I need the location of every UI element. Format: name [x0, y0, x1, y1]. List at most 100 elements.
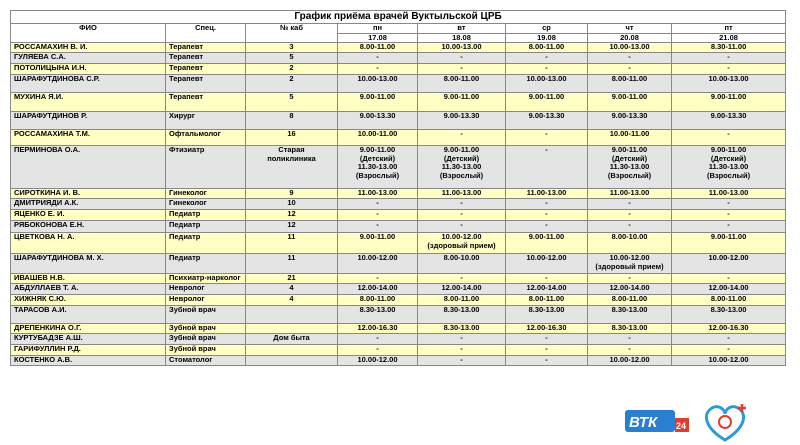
- title: График приёма врачей Вуктыльской ЦРБ: [9, 10, 787, 24]
- schedule: 9.00-13.30: [505, 111, 588, 130]
- schedule: -: [417, 220, 506, 233]
- doctor-name: ГУЛЯЕВА С.А.: [10, 52, 166, 64]
- specialty: Педиатр: [165, 253, 246, 274]
- schedule: -: [505, 63, 588, 75]
- schedule: -: [670, 273, 787, 284]
- schedule: 8.00-10.00: [417, 253, 506, 274]
- row: КУРТУБАДЗЕ А.Ш. Зубной врач Дом быта - - - - -: [10, 333, 787, 345]
- schedule: -: [670, 209, 787, 221]
- doctor-name: РОССАМАХИН В. И.: [10, 42, 166, 53]
- vtk-logo: [625, 410, 675, 432]
- schedule: 10.00-12.00: [505, 253, 588, 274]
- schedule: -: [505, 209, 588, 221]
- schedule: -: [670, 333, 787, 345]
- doctor-name: ХИЖНЯК С.Ю.: [10, 294, 166, 306]
- schedule: -: [587, 273, 672, 284]
- doctor-name: КОСТЕНКО А.В.: [10, 355, 166, 366]
- schedule: 9.00-13.30: [417, 111, 506, 130]
- schedule: -: [417, 355, 506, 366]
- schedule: 9.00-11.00 (Детский) 11.30-13.00 (Взросл…: [670, 145, 787, 189]
- specialty: Гинеколог: [165, 198, 246, 210]
- cabinet: 16: [245, 129, 338, 146]
- specialty: Педиатр: [165, 220, 246, 233]
- schedule: 8.00-11.00: [587, 74, 672, 93]
- schedule: -: [670, 63, 787, 75]
- schedule: -: [337, 344, 418, 356]
- header-cell: № каб: [245, 23, 338, 43]
- schedule: 9.00-11.00: [337, 232, 418, 254]
- doctor-name: КУРТУБАДЗЕ А.Ш.: [10, 333, 166, 345]
- schedule: 8.00-11.00: [587, 294, 672, 306]
- specialty: Стоматолог: [165, 355, 246, 366]
- specialty: Зубной врач: [165, 305, 246, 324]
- specialty: Фтизиатр: [165, 145, 246, 189]
- schedule: 9.00-11.00: [505, 92, 588, 112]
- schedule: 9.00-11.00: [505, 232, 588, 254]
- schedule: 9.00-11.00: [337, 92, 418, 112]
- schedule: 8.00-11.00: [505, 42, 588, 53]
- logo-number: 24: [676, 421, 686, 431]
- doctor-name: РЯБОКОНОВА Е.Н.: [10, 220, 166, 233]
- row: ШАРАФУТДИНОВА С.Р. Терапевт 2 10.00-13.00 8.…: [10, 74, 787, 93]
- schedule: -: [505, 333, 588, 345]
- row: РОССАМАХИН В. И. Терапевт 3 8.00-11.00 10.00…: [10, 42, 787, 53]
- header-cell: Спец.: [165, 23, 246, 43]
- schedule-table: График приёма врачей Вуктыльской ЦРБ ФИО…: [9, 10, 787, 366]
- schedule: -: [670, 220, 787, 233]
- date-header: 18.08: [417, 32, 506, 43]
- specialty: Терапевт: [165, 63, 246, 75]
- schedule: -: [587, 63, 672, 75]
- day-header: ср: [505, 23, 588, 34]
- schedule: -: [417, 198, 506, 210]
- specialty: Терапевт: [165, 92, 246, 112]
- doctor-name: ШАРАФУТДИНОВ Р.: [10, 111, 166, 130]
- day-header: пт: [670, 23, 787, 34]
- schedule: 8.00-11.00: [337, 42, 418, 53]
- schedule: -: [670, 52, 787, 64]
- schedule: 10.00-13.00: [337, 74, 418, 93]
- hospital-logo-cross: [738, 404, 746, 412]
- schedule: -: [587, 344, 672, 356]
- row: ДРЕПЕНКИНА О.Г. Зубной врач 12.00-16.30 8.3…: [10, 323, 787, 334]
- schedule: 11.00-13.00: [670, 188, 787, 199]
- date-header: 21.08: [670, 32, 787, 43]
- hospital-logo-ring: [718, 415, 732, 429]
- schedule: -: [417, 63, 506, 75]
- doctor-name: МУХИНА Я.И.: [10, 92, 166, 112]
- schedule: 8.00-11.00: [417, 74, 506, 93]
- specialty: Терапевт: [165, 74, 246, 93]
- schedule: 8.00-11.00: [505, 294, 588, 306]
- doctor-name: ЯЦЕНКО Е. И.: [10, 209, 166, 221]
- specialty: Офтальмолог: [165, 129, 246, 146]
- schedule: 11.00-13.00: [417, 188, 506, 199]
- cabinet: 3: [245, 42, 338, 53]
- schedule: -: [587, 333, 672, 345]
- row: ЦВЕТКОВА Н. А. Педиатр 11 9.00-11.00 10.00-1…: [10, 232, 787, 254]
- schedule: 10.00-13.00: [417, 42, 506, 53]
- specialty: Педиатр: [165, 209, 246, 221]
- schedule: 10.00-11.00: [337, 129, 418, 146]
- schedule: -: [417, 333, 506, 345]
- header-cell: ФИО: [10, 23, 166, 43]
- schedule: 12.00-14.00: [670, 283, 787, 295]
- row: ИВАШЕВ Н.В. Психиатр-нарколог 21- - - - -: [10, 273, 787, 284]
- schedule: 9.00-13.30: [587, 111, 672, 130]
- schedule: -: [337, 220, 418, 233]
- doctor-name: ПЕРМИНОВА О.А.: [10, 145, 166, 189]
- cabinet: 5: [245, 52, 338, 64]
- row: КОСТЕНКО А.В. Стоматолог 10.00-12.00- -10.0…: [10, 355, 787, 366]
- row: ШАРАФУТДИНОВА М. Х. Педиатр 11 10.00-12.00 8…: [10, 253, 787, 274]
- schedule: 12.00-14.00: [417, 283, 506, 295]
- schedule: -: [337, 333, 418, 345]
- cabinet: 4: [245, 294, 338, 306]
- schedule: -: [505, 198, 588, 210]
- doctor-name: АБДУЛЛАЕВ Т. А.: [10, 283, 166, 295]
- row: ШАРАФУТДИНОВ Р. Хирург 8 9.00-13.30 9.00-13.…: [10, 111, 787, 130]
- doctor-name: ИВАШЕВ Н.В.: [10, 273, 166, 284]
- schedule: 10.00-12.00: [337, 253, 418, 274]
- schedule: -: [670, 129, 787, 146]
- specialty: Хирург: [165, 111, 246, 130]
- schedule: 9.00-11.00: [670, 232, 787, 254]
- schedule: -: [417, 209, 506, 221]
